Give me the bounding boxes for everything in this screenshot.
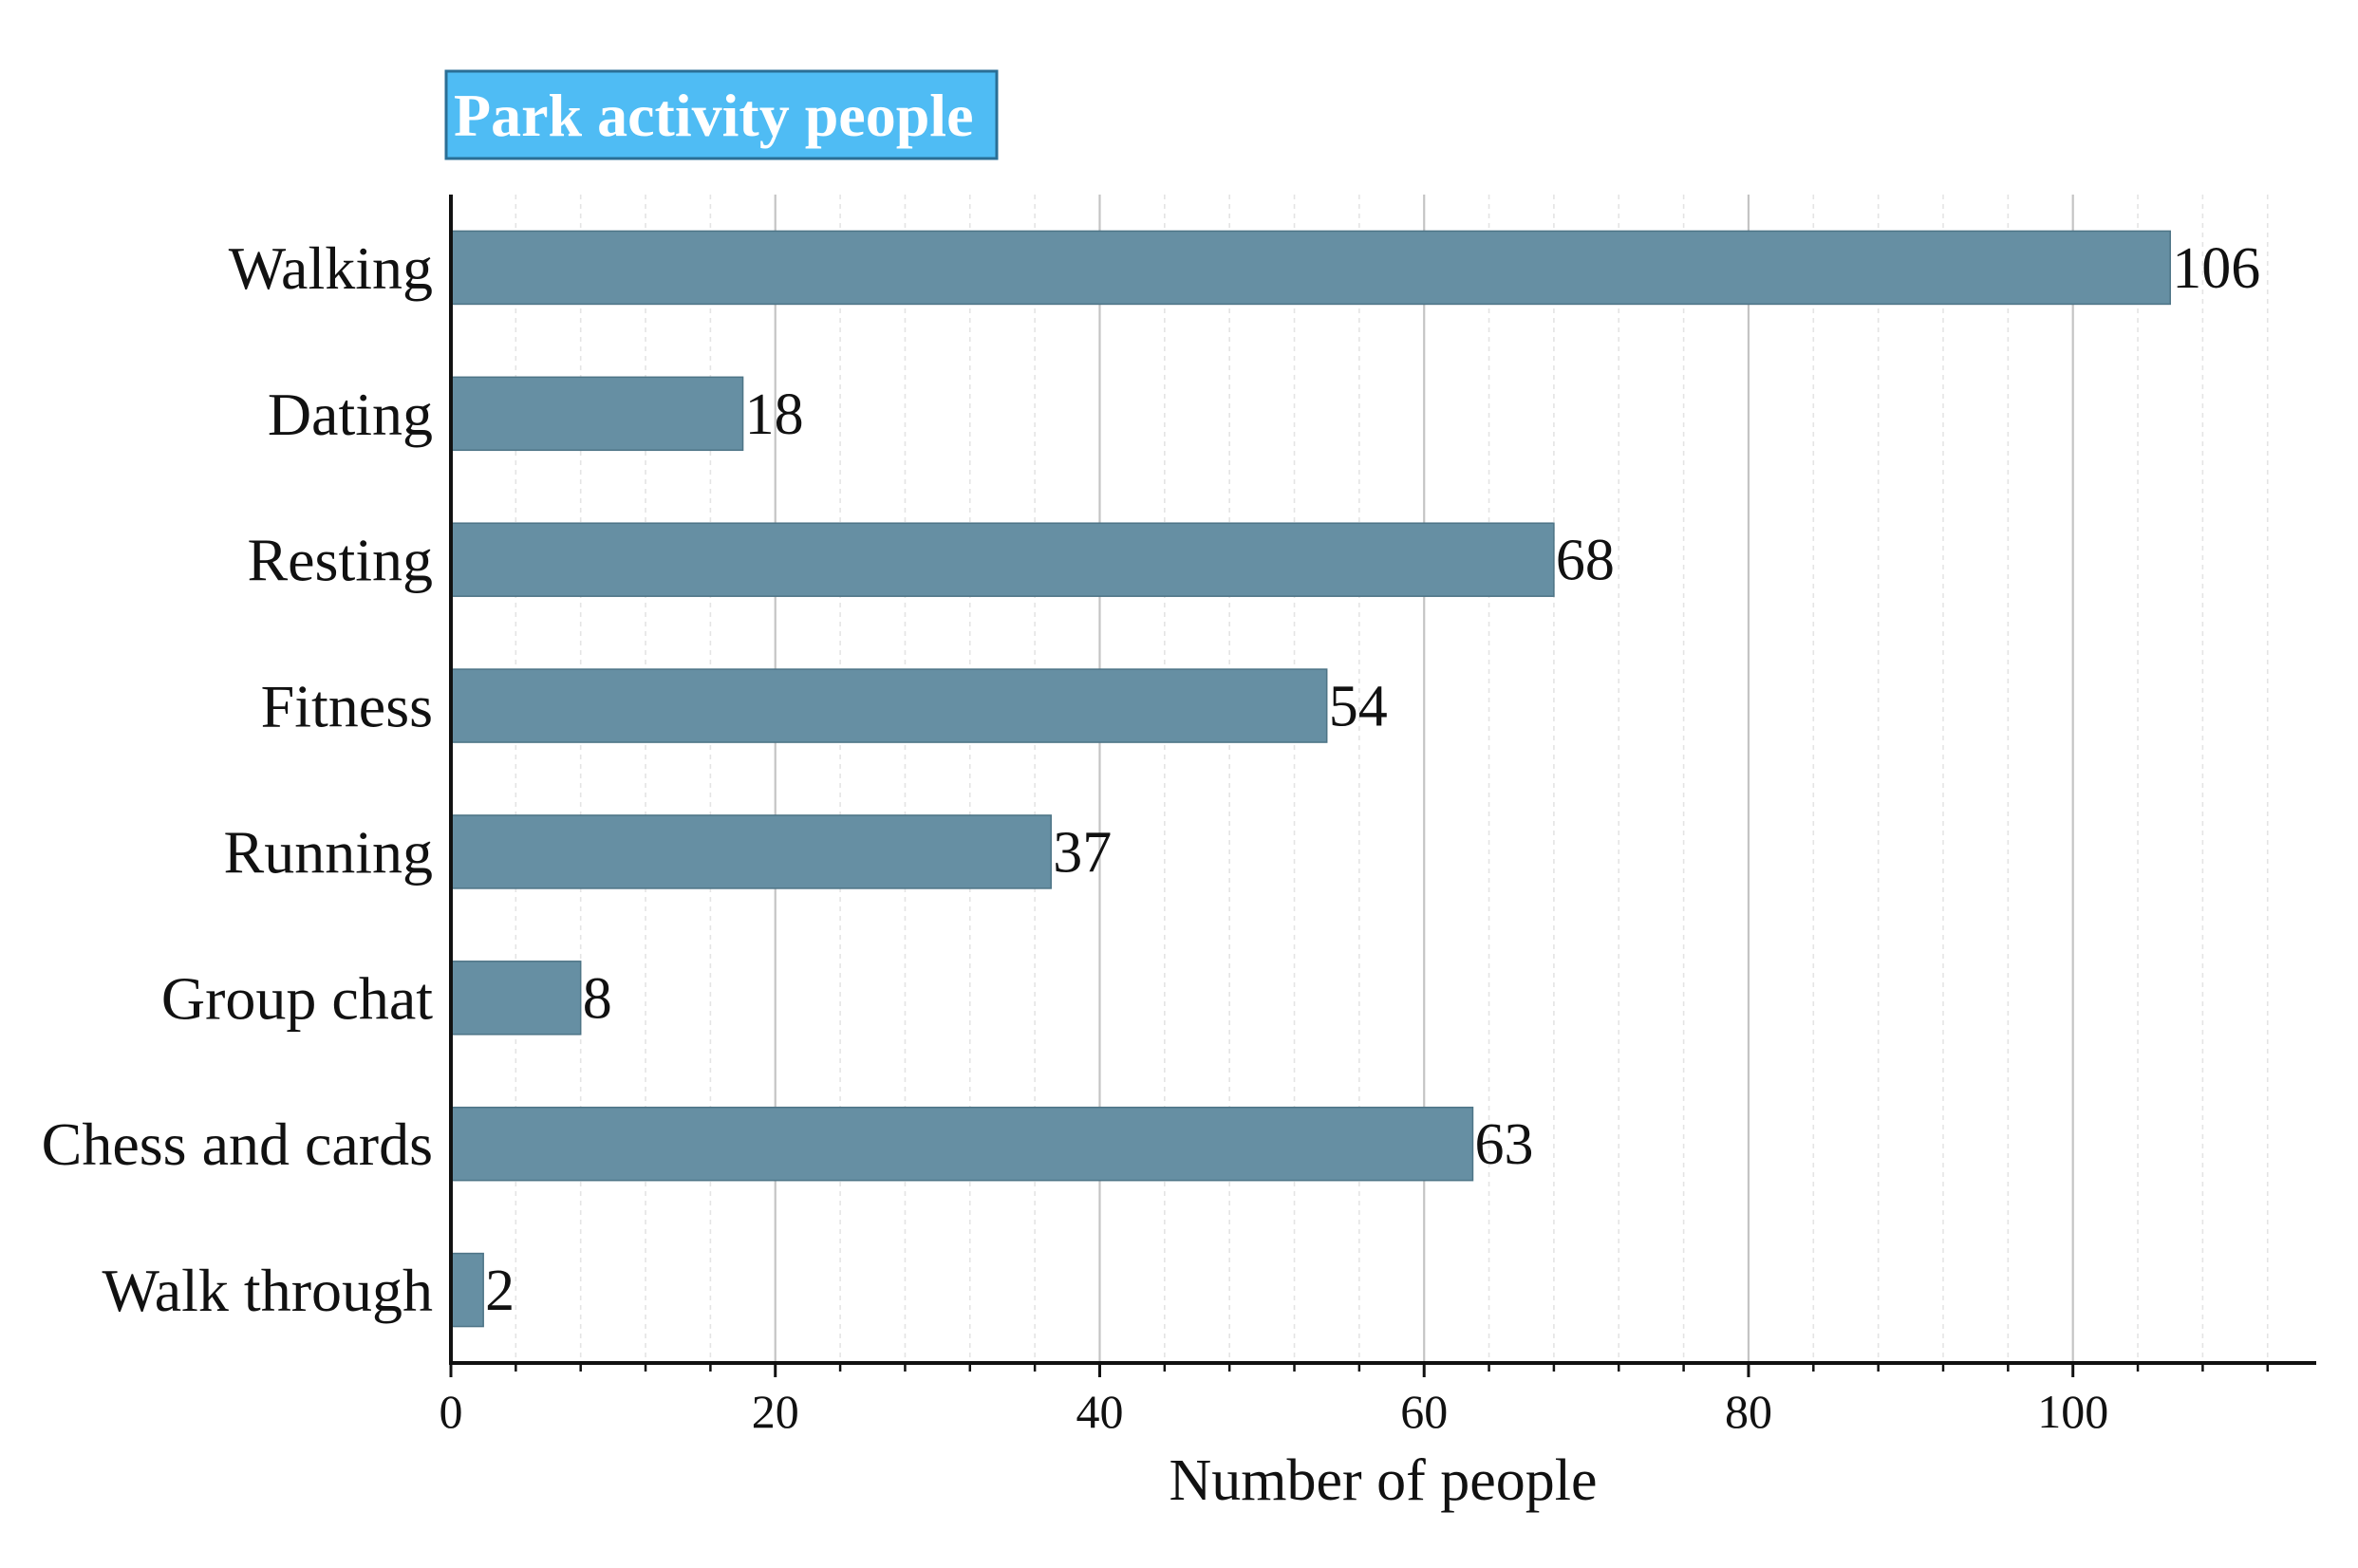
legend-box (444, 69, 999, 160)
bar (450, 814, 1052, 889)
x-axis-title: Number of people (1169, 1448, 1597, 1513)
axes (449, 195, 2316, 1377)
y-category-label: Dating (268, 381, 433, 448)
bar-value-label: 8 (583, 966, 612, 1031)
bar (450, 1252, 484, 1328)
x-tick-label: 0 (440, 1385, 463, 1438)
bar-value-label: 18 (745, 383, 804, 447)
x-tick-label: 40 (1076, 1385, 1123, 1438)
y-category-label: Resting (247, 527, 433, 594)
bars (450, 230, 2171, 1328)
bar (450, 522, 1555, 597)
bar-value-label: 63 (1474, 1112, 1533, 1177)
labels: 0 20 40 60 80 100 106 Walking 18 Dating 68 Resting 5… (42, 234, 2261, 1438)
legend: Park activity people (444, 69, 999, 160)
bar-value-label: 37 (1053, 820, 1112, 885)
y-category-label: Running (224, 818, 433, 886)
bar (450, 961, 582, 1036)
bar (450, 1106, 1474, 1182)
y-category-label: Group chat (161, 964, 433, 1032)
bar-value-label: 106 (2172, 236, 2260, 301)
legend-label: Park activity people (454, 82, 973, 149)
y-category-label: Walking (229, 234, 433, 302)
y-category-label: Fitness (261, 673, 433, 740)
y-category-label: Walk through (102, 1257, 433, 1324)
x-tick-label: 20 (752, 1385, 799, 1438)
bar (450, 668, 1328, 743)
y-category-label: Chess and cards (42, 1111, 433, 1178)
bar-value-label: 2 (485, 1259, 515, 1323)
bar-value-label: 68 (1556, 529, 1615, 593)
x-tick-label: 60 (1400, 1385, 1448, 1438)
bar (450, 230, 2171, 306)
bar-value-label: 54 (1329, 675, 1388, 739)
x-tick-label: 100 (2037, 1385, 2108, 1438)
x-tick-label: 80 (1725, 1385, 1772, 1438)
gridlines (515, 195, 2269, 1363)
bar (450, 376, 744, 452)
